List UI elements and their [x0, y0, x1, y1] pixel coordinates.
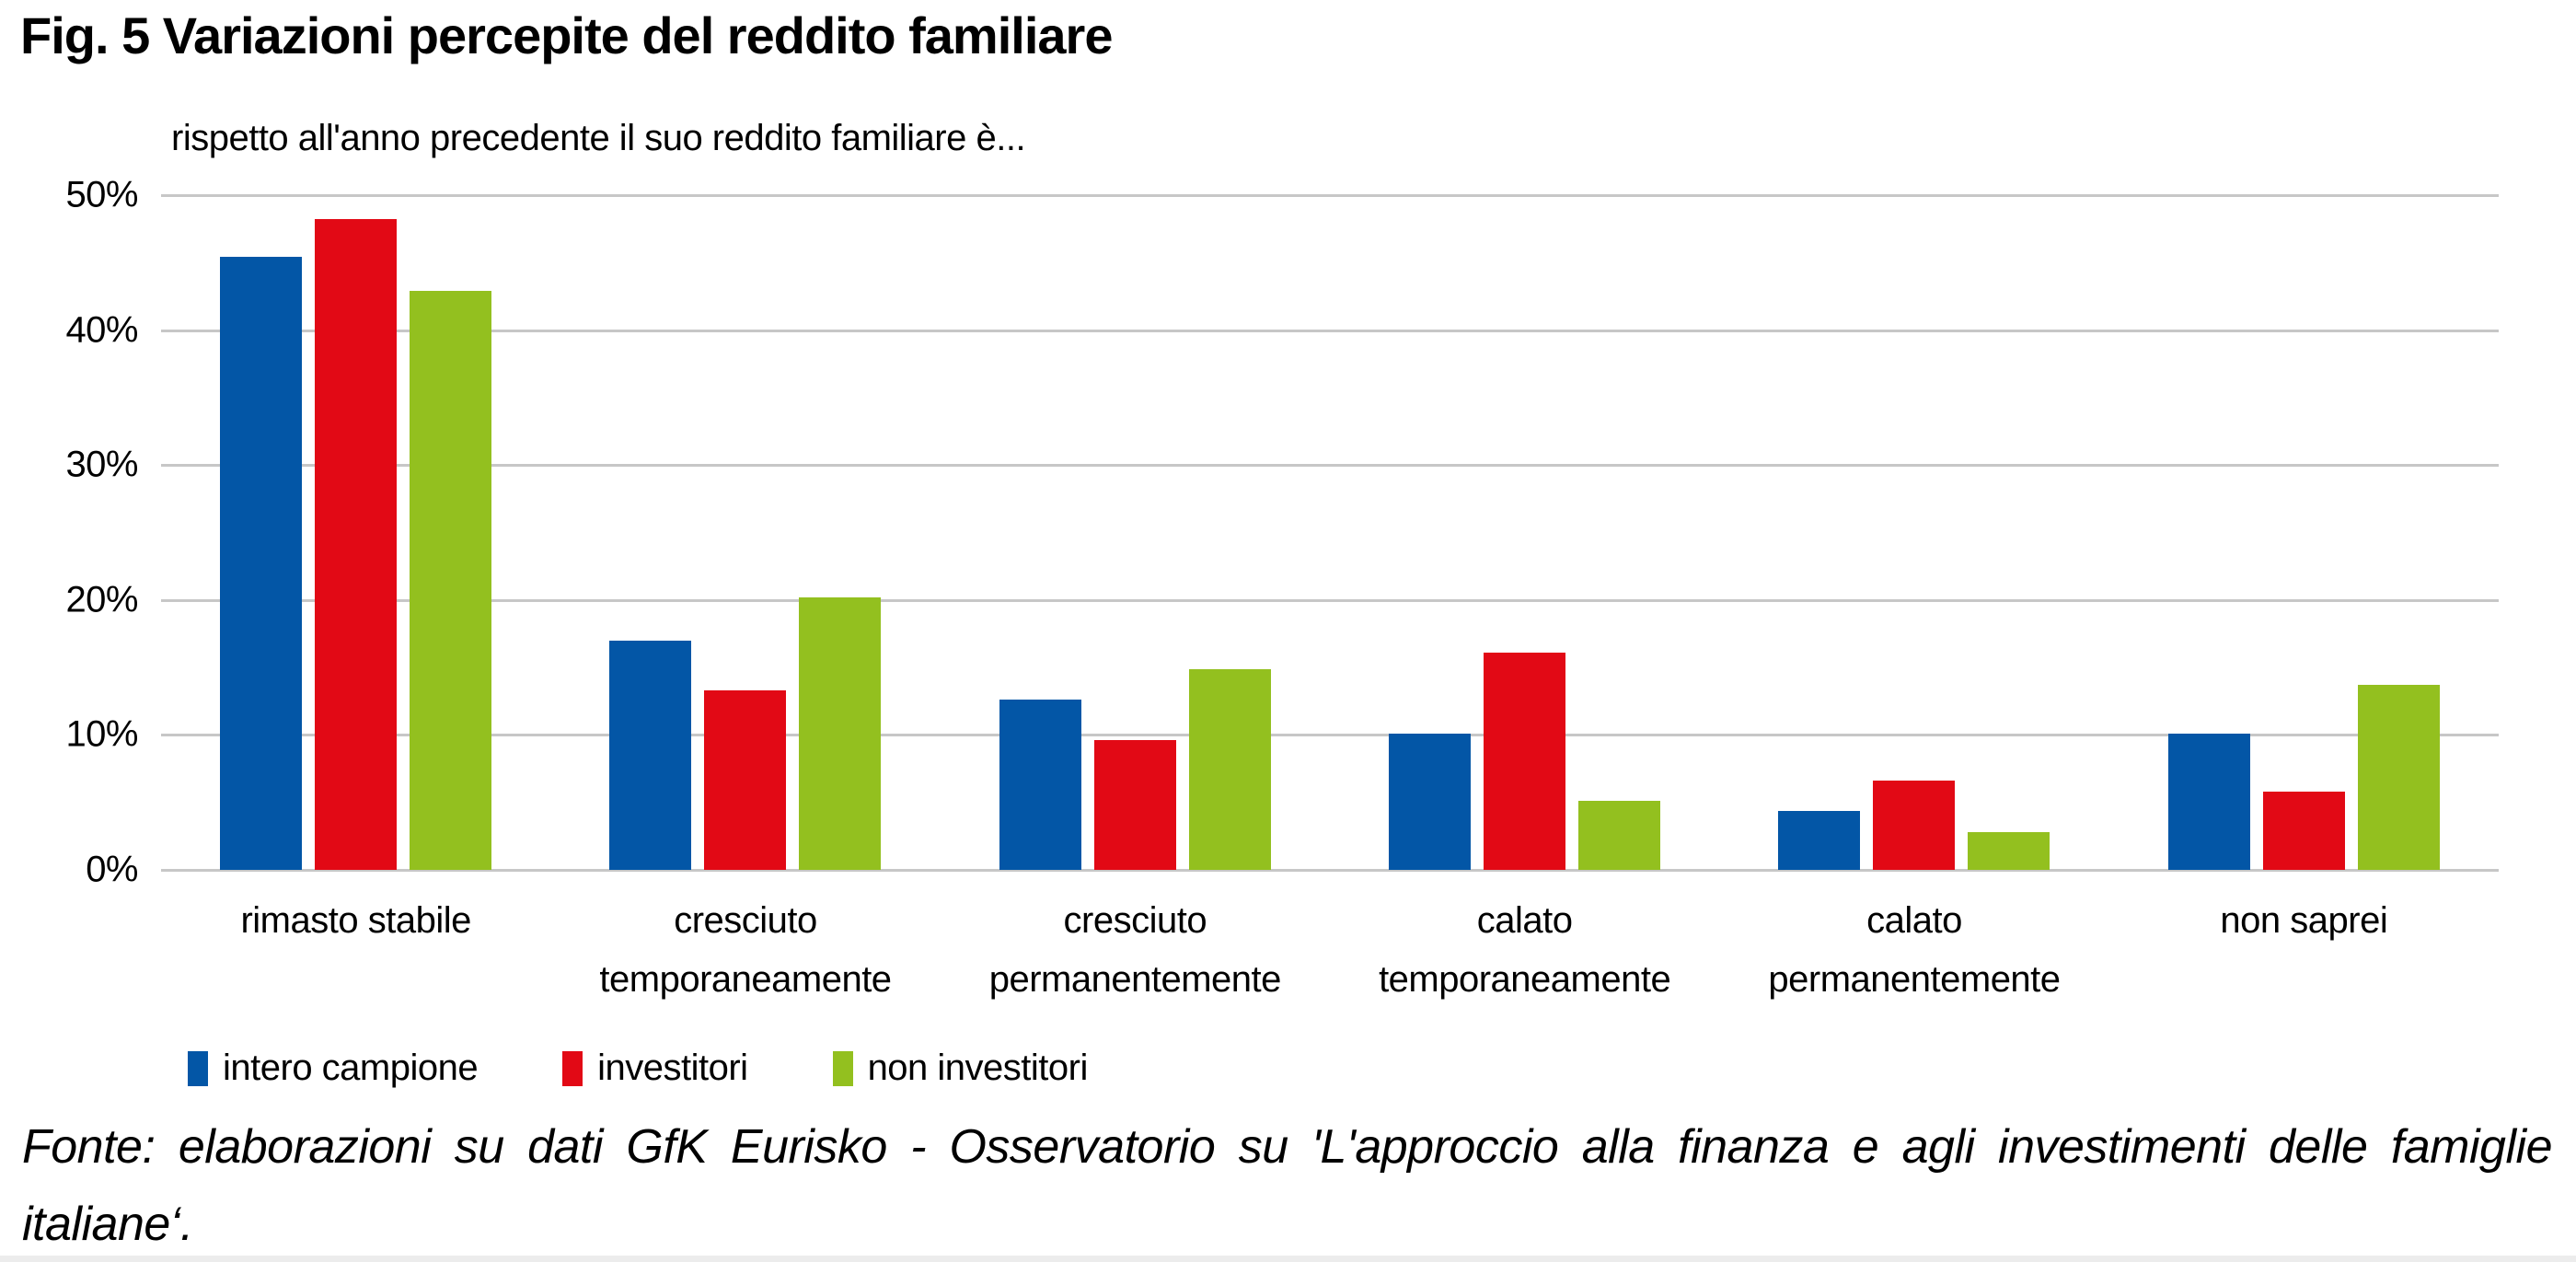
x-label-4: calato temporaneamente: [1379, 900, 1671, 1000]
gridline-0: [161, 869, 2499, 872]
y-tick-label-40: 40%: [65, 309, 138, 351]
bar-group-6: [2109, 195, 2499, 870]
bar-non-investitori-3: [1188, 668, 1271, 870]
legend-label: non investitori: [867, 1048, 1089, 1088]
y-tick-label-50: 50%: [65, 174, 138, 215]
gridline-30: [161, 464, 2499, 468]
y-tick-label-10: 10%: [65, 713, 138, 755]
bar-non-investitori-2: [799, 596, 882, 870]
bar-investitori-2: [704, 690, 787, 870]
legend-item-intero-campione: intero campione: [188, 1048, 479, 1089]
bar-investitori-6: [2262, 791, 2345, 870]
bar-non-investitori-5: [1968, 831, 2050, 870]
y-tick-label-30: 30%: [65, 444, 138, 485]
bar-investitori-1: [315, 219, 398, 870]
bar-non-investitori-4: [1578, 801, 1661, 870]
bar-group-3: [941, 195, 1330, 870]
gridline-50: [161, 194, 2499, 197]
bar-intero-campione-6: [2167, 733, 2250, 870]
source-note: Fonte: elaborazioni su dati GfK Eurisko …: [22, 1120, 2553, 1251]
x-label-3: cresciuto permanentemente: [988, 900, 1282, 1000]
bar-intero-campione-2: [609, 640, 692, 870]
chart-subtitle: rispetto all'anno precedente il suo redd…: [171, 118, 1026, 158]
bar-investitori-4: [1484, 652, 1566, 870]
legend-swatch-icon: [188, 1050, 208, 1086]
bar-non-investitori-6: [2357, 685, 2440, 870]
gridline-20: [161, 598, 2499, 602]
bar-intero-campione-4: [1389, 733, 1472, 870]
bar-group-2: [550, 195, 940, 870]
x-label-6: non saprei: [2220, 900, 2388, 941]
bottom-divider: [0, 1256, 2576, 1262]
y-tick-label-0: 0%: [86, 849, 138, 890]
bar-non-investitori-1: [410, 291, 492, 870]
x-label-1: rimasto stabile: [240, 900, 471, 941]
bar-intero-campione-1: [220, 257, 303, 870]
bar-group-5: [1719, 195, 2108, 870]
legend-swatch-icon: [832, 1050, 853, 1086]
legend-label: investitori: [597, 1048, 748, 1088]
bar-group-1: [161, 195, 550, 870]
bar-intero-campione-3: [999, 700, 1081, 870]
x-axis-labels: rimasto stabile cresciuto temporaneamente…: [161, 891, 2499, 1009]
legend-item-investitori: investitori: [562, 1048, 748, 1089]
gridline-40: [161, 329, 2499, 332]
bar-investitori-5: [1873, 781, 1956, 870]
gridline-10: [161, 734, 2499, 737]
x-label-2: cresciuto temporaneamente: [599, 900, 892, 1000]
y-axis: 50% 40% 30% 20% 10% 0%: [0, 175, 138, 890]
legend: intero campione investitori non investitor…: [188, 1048, 1088, 1089]
x-label-5: calato permanentemente: [1768, 900, 2061, 1000]
figure-title: Fig. 5 Variazioni percepite del reddito …: [20, 6, 1113, 64]
legend-item-non-investitori: non investitori: [832, 1048, 1089, 1089]
legend-swatch-icon: [562, 1050, 583, 1086]
bar-intero-campione-5: [1778, 810, 1861, 870]
plot-area: [161, 194, 2499, 872]
y-tick-label-20: 20%: [65, 579, 138, 620]
legend-label: intero campione: [223, 1048, 479, 1088]
bar-investitori-3: [1093, 740, 1176, 870]
bar-groups: [161, 195, 2499, 870]
bar-group-4: [1330, 195, 1719, 870]
